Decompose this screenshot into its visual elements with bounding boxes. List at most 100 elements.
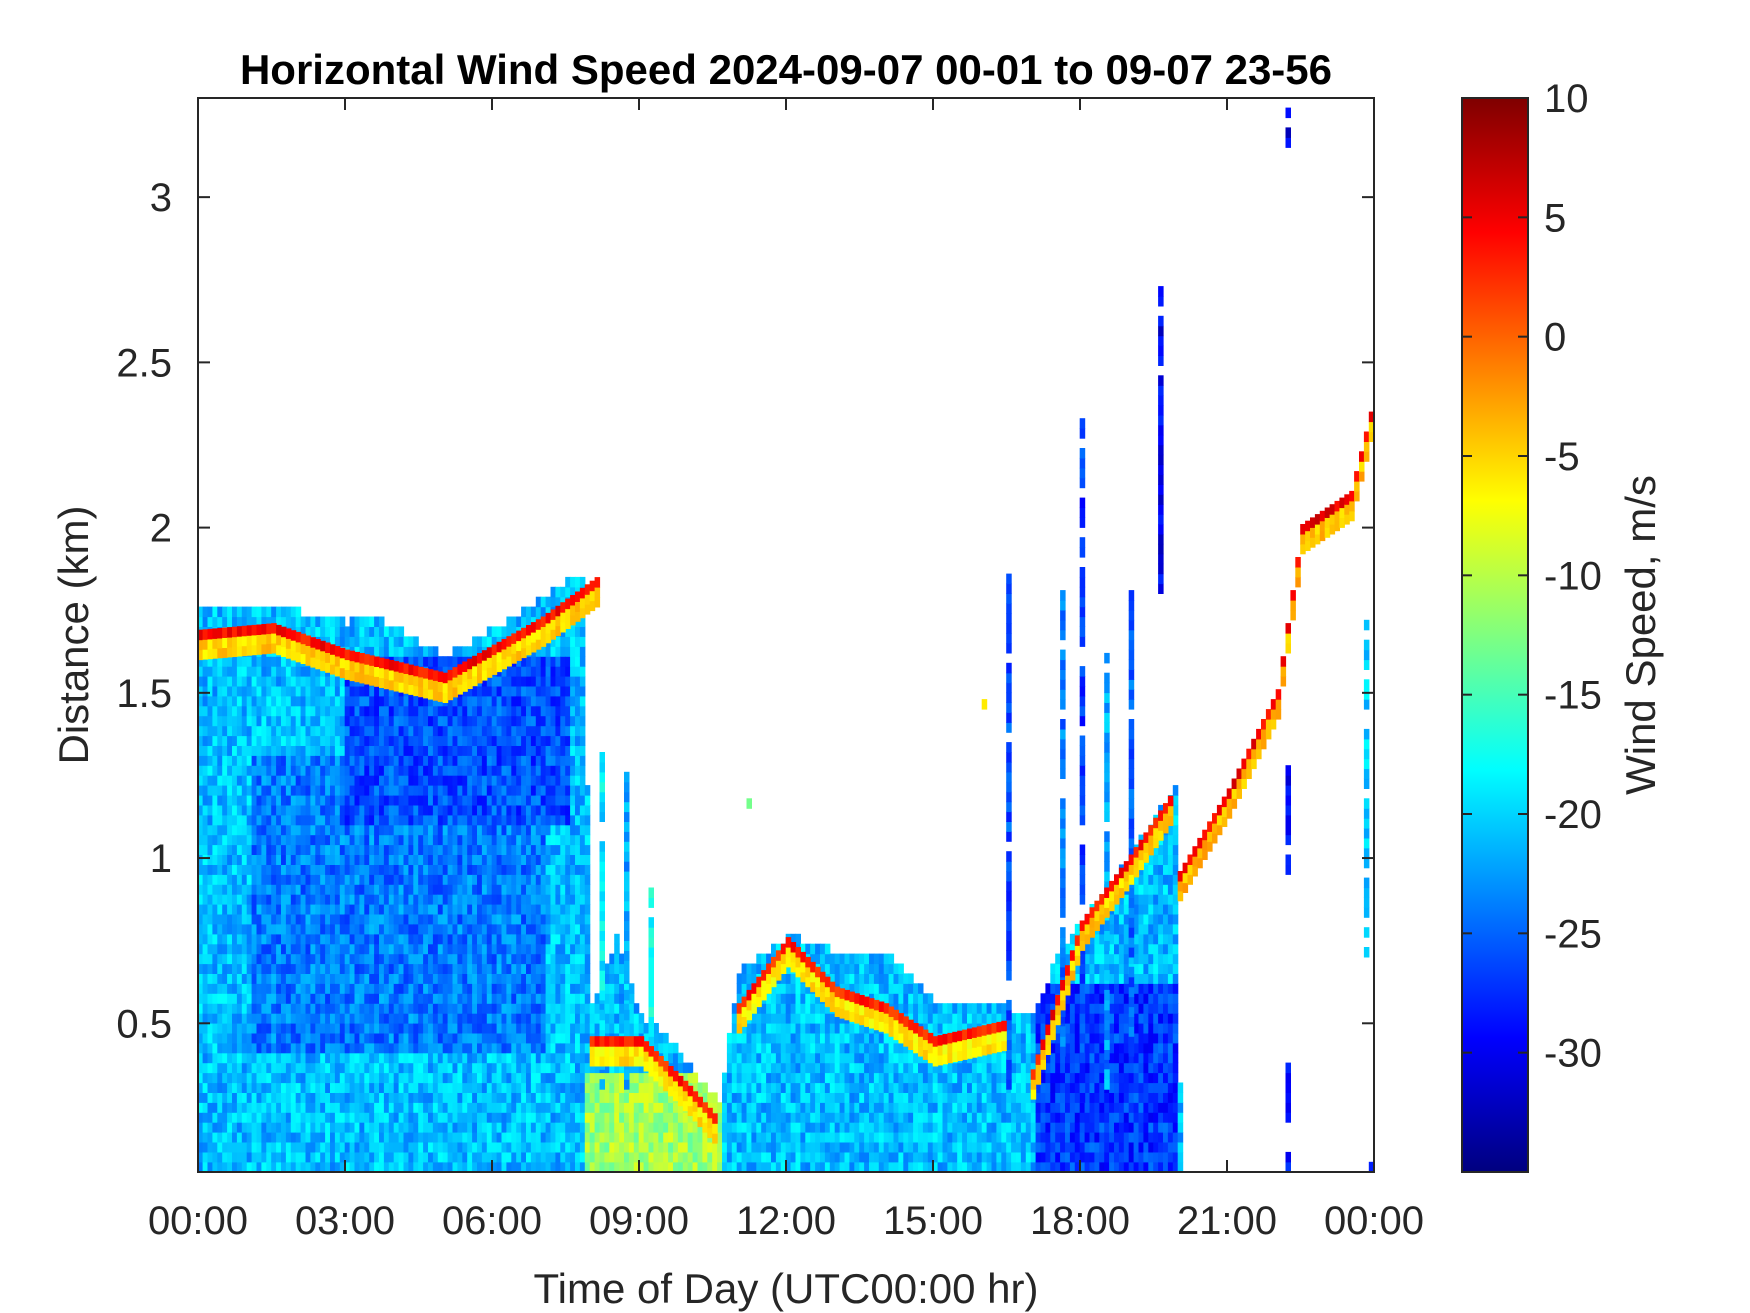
heatmap-cell xyxy=(241,814,248,826)
heatmap-cell xyxy=(609,1092,615,1103)
heatmap-cell xyxy=(202,1032,209,1044)
heatmap-cell xyxy=(349,834,356,846)
heatmap-cell xyxy=(658,1032,664,1044)
heatmap-cell xyxy=(423,923,429,935)
heatmap-cell xyxy=(491,1092,498,1103)
heatmap-cell xyxy=(462,695,468,707)
heatmap-cell xyxy=(325,1112,331,1123)
heatmap-cell xyxy=(560,1161,566,1172)
heatmap-cell xyxy=(295,1013,302,1024)
heatmap-cell xyxy=(222,804,228,816)
heatmap-cell xyxy=(271,685,277,697)
heatmap-cell xyxy=(339,636,346,647)
heatmap-cell xyxy=(232,695,238,707)
heatmap-cell xyxy=(555,1102,561,1113)
heatmap-cell xyxy=(379,854,385,865)
heatmap-cell xyxy=(271,1142,277,1153)
heatmap-cell xyxy=(673,1042,679,1054)
heatmap-cell xyxy=(393,695,400,707)
heatmap-cell xyxy=(428,775,434,786)
heatmap-cell xyxy=(320,735,326,746)
heatmap-cell xyxy=(276,1003,282,1014)
heatmap-cell xyxy=(325,1003,331,1014)
heatmap-cell xyxy=(232,735,238,746)
heatmap-cell xyxy=(281,795,287,806)
heatmap-cell xyxy=(374,824,380,836)
heatmap-cell xyxy=(290,616,297,627)
heatmap-cell xyxy=(413,1072,419,1084)
heatmap-cell xyxy=(354,775,360,786)
heatmap-cell xyxy=(638,1142,645,1153)
heatmap-cell xyxy=(731,1042,738,1054)
heatmap-cell xyxy=(393,953,400,965)
heatmap-cell xyxy=(516,1132,522,1143)
heatmap-cell xyxy=(687,1132,694,1143)
heatmap-cell xyxy=(550,705,556,717)
heatmap-cell xyxy=(506,626,512,637)
heatmap-cell xyxy=(271,775,277,786)
heatmap-cell xyxy=(271,1132,277,1143)
heatmap-cell xyxy=(379,1112,385,1123)
heatmap-cell xyxy=(359,1062,365,1074)
heatmap-cell xyxy=(408,814,414,826)
heatmap-cell xyxy=(565,953,571,965)
heatmap-cell xyxy=(246,963,253,974)
heatmap-cell xyxy=(437,745,444,756)
heatmap-cell xyxy=(486,844,493,855)
heatmap-cell xyxy=(614,933,620,945)
heatmap-cell xyxy=(472,963,478,974)
heatmap-cell xyxy=(570,576,576,588)
heatmap-cell xyxy=(393,775,400,786)
heatmap-cell xyxy=(305,864,311,875)
heatmap-cell xyxy=(442,745,449,756)
heatmap-cell xyxy=(506,834,512,846)
heatmap-cell xyxy=(506,1161,512,1172)
heatmap-cell xyxy=(256,775,262,786)
heatmap-cell xyxy=(379,1102,385,1113)
heatmap-cell xyxy=(379,894,385,905)
heatmap-cell xyxy=(442,1151,449,1163)
heatmap-cell xyxy=(516,785,522,796)
heatmap-cell xyxy=(413,1122,419,1133)
heatmap-cell xyxy=(379,775,385,786)
heatmap-cell xyxy=(584,943,591,955)
heatmap-cell xyxy=(496,715,503,727)
heatmap-cell xyxy=(550,1013,556,1024)
heatmap-cell xyxy=(437,824,444,836)
heatmap-cell xyxy=(550,775,556,786)
heatmap-cell xyxy=(285,894,292,905)
heatmap-cell xyxy=(521,854,527,865)
heatmap-cell xyxy=(530,1062,537,1074)
heatmap-cell xyxy=(227,765,233,776)
heatmap-cell xyxy=(535,676,542,687)
heatmap-cell xyxy=(565,854,571,865)
heatmap-cell xyxy=(570,854,576,865)
heatmap-cell xyxy=(325,795,331,806)
heatmap-cell xyxy=(271,1052,277,1064)
heatmap-cell xyxy=(521,904,527,915)
heatmap-cell xyxy=(374,834,380,846)
heatmap-cell xyxy=(207,814,213,826)
heatmap-cell xyxy=(227,606,233,618)
heatmap-cell xyxy=(261,1052,267,1064)
heatmap-cell xyxy=(393,1003,400,1014)
heatmap-cell xyxy=(198,1023,204,1034)
heatmap-cell xyxy=(227,616,233,627)
heatmap-cell xyxy=(344,685,351,697)
heatmap-cell xyxy=(344,804,351,816)
heatmap-cell xyxy=(305,844,311,855)
heatmap-cell xyxy=(256,1072,262,1084)
heatmap-cell xyxy=(516,1032,522,1044)
heatmap-cell xyxy=(408,854,414,865)
heatmap-cell xyxy=(589,1142,596,1153)
heatmap-cell xyxy=(673,1161,679,1172)
heatmap-cell xyxy=(202,656,209,667)
heatmap-cell xyxy=(398,1072,405,1084)
heatmap-cell xyxy=(320,854,326,865)
heatmap-cell xyxy=(418,1132,424,1143)
heatmap-cell xyxy=(202,854,209,865)
heatmap-cell xyxy=(359,1122,365,1133)
heatmap-cell xyxy=(481,765,488,776)
heatmap-cell xyxy=(491,685,498,697)
heatmap-cell xyxy=(217,1032,223,1044)
